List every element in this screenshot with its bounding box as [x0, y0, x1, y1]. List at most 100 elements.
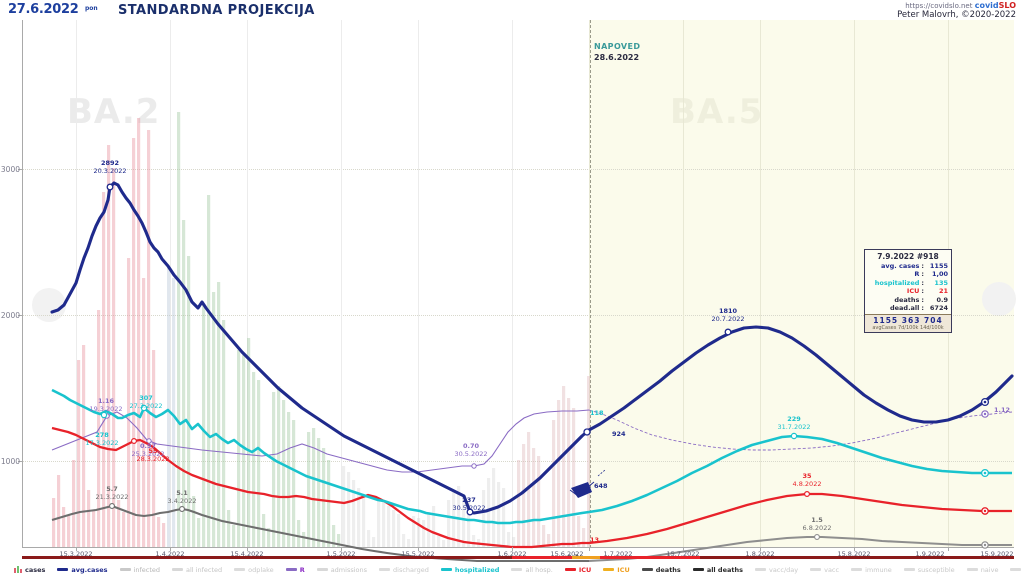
legend-item-vacc[interactable]: vacc	[810, 566, 839, 574]
x-tick	[418, 547, 419, 551]
x-axis-label: 1.9.2022	[915, 550, 945, 558]
legend-label: infected	[133, 565, 160, 574]
annotation-icu-55: 55 28.3.2022	[136, 447, 169, 463]
line-swatch-icon	[234, 568, 246, 571]
annotation-hosp-307: 307 27.3.2022	[129, 394, 162, 410]
vgridline	[341, 20, 342, 548]
line-swatch-icon	[172, 568, 183, 571]
legend-label: naive	[980, 565, 999, 574]
info-sep: :	[921, 270, 924, 279]
line-swatch-icon	[511, 568, 523, 571]
annotation-value: 35	[802, 472, 812, 480]
info-sep: :	[921, 304, 924, 313]
legend-item-immune[interactable]: immune	[851, 566, 892, 574]
info-value: 6724	[929, 304, 948, 313]
legend-label: all deaths	[706, 565, 743, 574]
annotation-r-peak: 1.16 19.3.2022	[89, 397, 122, 413]
annotation-fc-peak-deaths: 1.5 6.8.2022	[803, 516, 832, 532]
legend-item-discharged[interactable]: discharged	[379, 566, 429, 574]
annotation-date: 20.3.2022	[93, 166, 127, 175]
baseline-seg-red	[512, 556, 572, 559]
watermark-ba5: BA.5	[670, 92, 764, 132]
forecast-date: 28.6.2022	[594, 53, 640, 62]
line-swatch-icon	[379, 568, 391, 571]
baseline-seg-red2	[600, 556, 700, 559]
info-sep: :	[921, 287, 924, 296]
info-row-icu: ICU : 21	[868, 287, 948, 295]
legend-item-avg-cases[interactable]: avg.cases	[57, 566, 108, 574]
line-swatch-icon	[564, 568, 576, 571]
x-axis-label: 15.9.2022	[980, 550, 1014, 558]
x-axis-label: 15.5.2022	[401, 550, 435, 558]
info-key: avg. cases	[880, 262, 920, 270]
info-key: deaths	[894, 295, 920, 304]
x-tick	[589, 547, 590, 551]
line-swatch-icon	[810, 568, 822, 571]
legend-item-all-hosp[interactable]: all hosp.	[511, 565, 553, 574]
x-axis-label: 1.8.2022	[745, 550, 775, 558]
x-tick	[854, 547, 855, 551]
legend-item-nonnaive[interactable]: nonNaive	[1010, 566, 1024, 574]
legend-item-hospitalized[interactable]: hospitalized	[440, 566, 499, 574]
y-axis-label-2000: 2000	[0, 311, 20, 320]
x-tick	[948, 547, 949, 551]
annotation-value: 0.70	[462, 442, 480, 450]
x-axis-label: 1.6.2022	[497, 550, 527, 558]
series-icu	[51, 426, 1012, 549]
x-axis-label: 15.7.2022	[666, 550, 700, 558]
gridline-3000	[22, 169, 1014, 170]
x-tick	[76, 547, 77, 551]
edge-label-avg-cases-648: 648	[594, 482, 608, 490]
info-box-title: 7.9.2022 #918	[877, 252, 939, 261]
legend-item-R[interactable]: R	[285, 566, 305, 574]
info-key: R	[914, 270, 920, 279]
site-url-text: https://covidslo.net	[905, 2, 973, 10]
legend-item-cases[interactable]: cases	[14, 566, 45, 574]
legend-label: odplake	[248, 565, 274, 574]
vgridline	[589, 20, 590, 548]
annotation-date: 31.7.2022	[777, 422, 811, 431]
annotation-r-097: 0.97 25.3.2022	[131, 442, 164, 458]
legend-label: all infected	[186, 565, 223, 574]
annotation-deaths-51: 5.1 3.4.2022	[168, 489, 197, 505]
legend-item-odplake[interactable]: odplake	[234, 566, 274, 574]
legend-label: immune	[865, 565, 892, 574]
legend-item-deaths[interactable]: deaths	[641, 565, 681, 574]
vgridline	[512, 20, 513, 548]
line-swatch-icon	[1010, 568, 1022, 571]
legend-item-admissions[interactable]: admissions	[316, 566, 367, 574]
annotation-value: 1810	[718, 307, 738, 315]
vgridline	[247, 20, 248, 548]
site-url[interactable]: https://covidslo.net covidSLO	[905, 1, 1016, 10]
legend-item-naive[interactable]: naive	[966, 565, 999, 574]
legend-item-all-infected[interactable]: all infected	[172, 566, 222, 574]
edge-label-avg-cases-924: 924	[612, 430, 626, 438]
vgridline	[683, 20, 684, 548]
info-footer-caption: avgCases 7d/100k 14d/100k	[872, 325, 944, 332]
legend-item-vacc-day[interactable]: vacc/day	[754, 566, 798, 574]
legend-item-icu[interactable]: ICU	[564, 566, 591, 574]
x-axis-label: 1.7.2022	[603, 550, 633, 558]
legend-label: deaths	[655, 565, 681, 574]
brand-slo: SLO	[998, 1, 1016, 10]
legend-item-infected[interactable]: infected	[119, 565, 160, 574]
annotation-value: 229	[787, 415, 801, 423]
x-tick	[247, 547, 248, 551]
legend-item-all-deaths[interactable]: all deaths	[692, 565, 743, 574]
legend-label: all hosp.	[525, 565, 553, 574]
watermark-ba2: BA.2	[67, 92, 161, 132]
annotation-value: 5.7	[106, 485, 118, 493]
line-swatch-icon	[285, 568, 297, 571]
info-sep: :	[921, 295, 924, 304]
series-deaths	[51, 503, 1012, 563]
legend-item-susceptible[interactable]: susceptible	[903, 566, 955, 574]
info-row-dead-all: dead.all : 6724	[868, 304, 948, 312]
gridline-1000	[22, 461, 1014, 462]
report-dayofweek: pon	[85, 5, 98, 12]
info-box[interactable]: 7.9.2022 #918 avg. cases : 1155 R : 1,00…	[864, 249, 952, 334]
legend-label: cases	[25, 565, 46, 574]
vgridline	[854, 20, 855, 548]
forecast-label: NAPOVED	[594, 42, 641, 51]
info-key: hospitalized	[874, 278, 920, 287]
legend-item-icu-alt[interactable]: ICU	[603, 566, 630, 574]
